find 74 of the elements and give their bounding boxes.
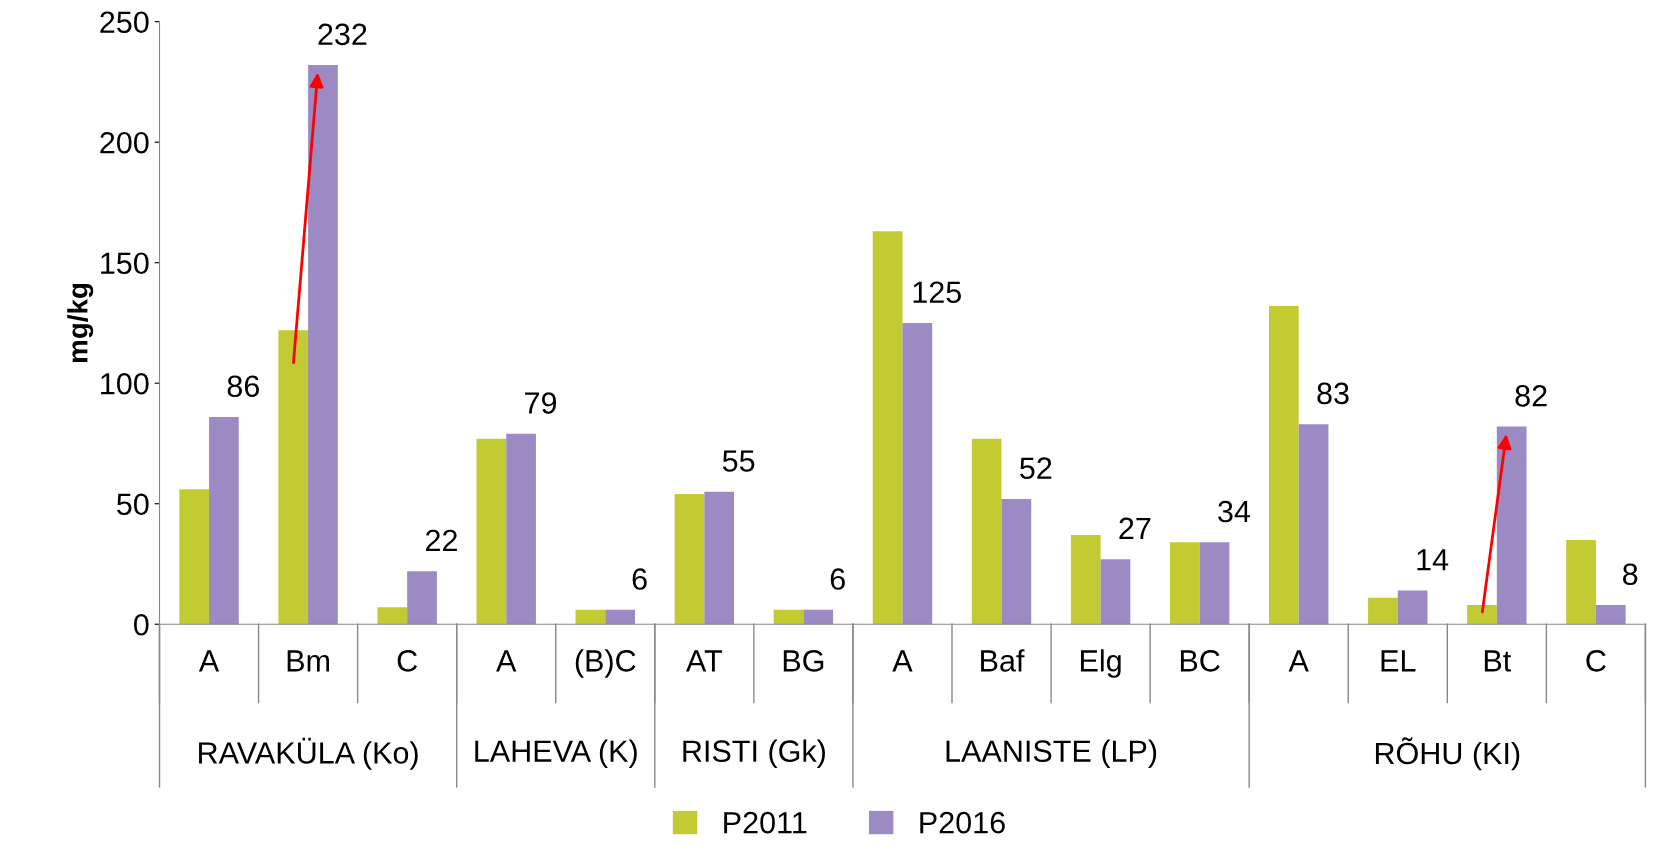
y-axis-title: mg/kg <box>67 283 94 363</box>
text: RÕHU (KI) <box>1375 737 1520 771</box>
legend-label: P2016 <box>920 811 1005 834</box>
y-tick-label: 50 <box>117 493 149 516</box>
data-label: 79 <box>525 392 557 414</box>
bar <box>674 494 705 625</box>
bar <box>476 438 507 625</box>
y-tick-label: 200 <box>100 131 149 154</box>
x-tick-label: Baf <box>981 649 1025 672</box>
bar <box>605 609 635 625</box>
bar <box>1467 604 1497 625</box>
bar <box>209 416 239 625</box>
bar <box>377 607 408 625</box>
bar <box>773 609 804 625</box>
legend-label: P2011 <box>724 811 807 834</box>
bar <box>575 609 606 625</box>
data-label: 14 <box>1417 549 1449 571</box>
bar <box>971 438 1002 625</box>
data-label: 86 <box>227 375 259 398</box>
x-tick-label: A <box>496 650 517 672</box>
x-tick-label: BG <box>783 650 824 672</box>
y-tick-label: 0 <box>133 613 149 636</box>
y-tick-label: 100 <box>101 372 149 395</box>
bar <box>1199 542 1230 625</box>
bar <box>308 65 338 625</box>
data-label: 82 <box>1515 385 1547 407</box>
bar <box>1268 306 1299 625</box>
bar <box>1001 498 1032 625</box>
data-label: 34 <box>1218 500 1251 523</box>
x-tick-label: (B)C <box>575 649 636 678</box>
data-label: 232 <box>318 23 367 46</box>
bar <box>803 609 834 625</box>
x-tick-label: C <box>1586 650 1606 672</box>
bar <box>1100 559 1131 625</box>
bar <box>1169 542 1200 625</box>
bar <box>1070 535 1101 625</box>
bar <box>1595 604 1626 625</box>
data-label: 83 <box>1317 382 1349 405</box>
text: LAHEVA (K) <box>475 739 637 769</box>
data-label: 8 <box>1623 563 1638 586</box>
y-tick-label: 250 <box>100 11 149 34</box>
bar <box>1368 597 1398 625</box>
x-tick-label: A <box>1288 650 1309 672</box>
data-label: 22 <box>426 529 457 551</box>
bar <box>902 322 933 625</box>
data-label: 6 <box>632 568 647 590</box>
bar <box>407 571 437 625</box>
data-label: 27 <box>1119 517 1151 539</box>
bar <box>278 330 309 625</box>
y-tick-label: 150 <box>101 252 149 275</box>
data-label: 55 <box>722 450 755 472</box>
x-tick-label: A <box>892 650 913 672</box>
data-label: 125 <box>913 281 961 304</box>
x-tick-label: BC <box>1180 650 1220 672</box>
bar <box>1397 590 1428 625</box>
bar <box>179 489 210 625</box>
bar <box>1298 424 1329 625</box>
x-tick-label: A <box>198 650 220 672</box>
x-tick-label: EL <box>1381 650 1416 672</box>
bar <box>872 231 903 625</box>
bar <box>704 491 735 625</box>
data-label: 6 <box>830 568 845 590</box>
x-tick-label: Bm <box>287 650 329 672</box>
x-tick-label: AT <box>686 650 723 672</box>
text: LAANISTE (LP) <box>946 739 1157 769</box>
x-tick-label: Bt <box>1484 650 1512 672</box>
data-label: 52 <box>1020 457 1052 479</box>
bar <box>506 433 536 625</box>
x-tick-label: Elg <box>1081 649 1121 678</box>
text: RISTI (Gk) <box>683 739 825 769</box>
text: RAVAKÜLA (Ko) <box>199 737 418 770</box>
x-tick-label: C <box>397 650 418 672</box>
bar <box>1496 426 1527 625</box>
bar <box>1566 539 1596 625</box>
